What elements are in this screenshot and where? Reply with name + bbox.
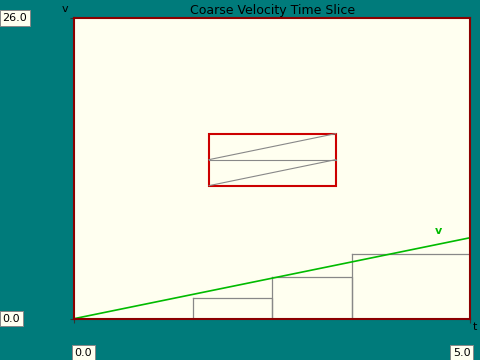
- Text: v: v: [435, 226, 442, 236]
- Text: 26.0: 26.0: [2, 13, 27, 23]
- Title: Coarse Velocity Time Slice: Coarse Velocity Time Slice: [190, 4, 355, 17]
- Bar: [209, 134, 336, 186]
- Text: 5.0: 5.0: [453, 348, 470, 358]
- Text: v: v: [61, 4, 68, 14]
- Text: t: t: [473, 322, 477, 332]
- Text: 0.0: 0.0: [74, 348, 92, 358]
- Text: 0.0: 0.0: [2, 314, 20, 324]
